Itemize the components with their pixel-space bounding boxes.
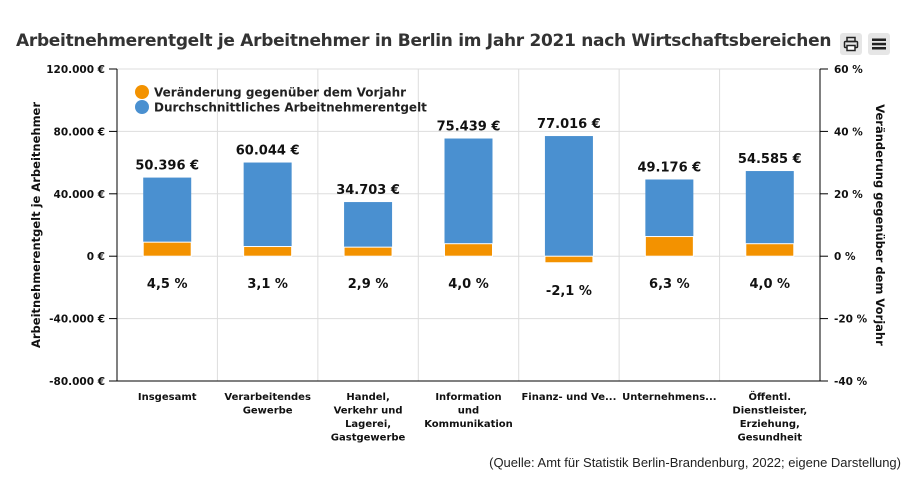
y-tick-label: 40.000 € [54,189,105,201]
x-category-label: und [458,406,479,417]
x-category-label: Lagerei, [345,419,391,430]
y-tick-label: 120.000 € [46,64,105,76]
y2-tick-label: -20 % [834,314,868,326]
x-category-label: Unternehmens... [622,392,716,403]
bar-veraenderung [243,246,293,257]
bar-veraenderung [444,243,493,257]
y2-tick-label: 60 % [834,64,863,76]
x-category-label: Gastgewerbe [331,433,406,444]
y2-tick-label: 40 % [834,126,863,138]
x-category-label: Verarbeitendes [224,392,311,403]
y2-tick-label: -40 % [834,376,868,388]
print-button[interactable] [840,33,862,55]
x-category-label: Kommunikation [424,419,513,430]
y2-tick-label: 0 % [834,251,856,263]
data-label-entgelt: 75.439 € [437,120,501,135]
legend-label: Veränderung gegenüber dem Vorjahr [154,86,406,100]
bar-veraenderung [644,236,694,257]
x-category-label: Öffentl. [749,389,792,403]
data-label-veraenderung: 2,9 % [348,277,389,292]
y-tick-label: -40.000 € [49,314,105,326]
y2-axis-title: Veränderung gegenüber dem Vorjahr [873,104,887,346]
y-tick-label: 0 € [87,251,105,263]
data-label-veraenderung: 4,0 % [749,277,790,292]
bar-entgelt [444,138,493,257]
data-label-veraenderung: 4,0 % [448,277,489,292]
chart-title: Arbeitnehmerentgelt je Arbeitnehmer in B… [16,31,832,51]
data-label-entgelt: 60.044 € [236,144,300,159]
y2-tick-label: 20 % [834,189,863,201]
bar-veraenderung [544,255,594,264]
data-label-entgelt: 77.016 € [537,117,601,132]
legend-marker [135,100,149,114]
bar-veraenderung [343,246,393,257]
bar-veraenderung [142,241,192,257]
data-label-entgelt: 50.396 € [135,159,199,174]
bar-veraenderung [745,243,795,257]
x-category-label: Handel, [346,392,389,403]
data-label-entgelt: 34.703 € [336,183,400,198]
data-label-veraenderung: 6,3 % [649,277,690,292]
y-axis-title: Arbeitnehmerentgelt je Arbeitnehmer [29,102,43,348]
legend-marker [135,85,149,99]
x-category-label: Insgesamt [138,392,197,403]
x-category-label: Dienstleister, [732,406,807,417]
data-label-entgelt: 49.176 € [637,160,701,175]
bar-entgelt [243,162,292,257]
data-label-veraenderung: 3,1 % [247,277,288,292]
x-category-label: Gesundheit [738,433,803,444]
data-label-veraenderung: -2,1 % [546,284,592,299]
hamburger-menu-icon [872,38,886,50]
x-category-label: Erziehung, [740,419,800,430]
legend-label: Durchschnittliches Arbeitnehmerentgelt [154,101,427,115]
x-category-label: Gewerbe [243,406,293,417]
x-category-label: Information [435,392,501,403]
bar-entgelt [745,171,794,257]
y-tick-label: -80.000 € [49,376,105,388]
x-category-label: Finanz- und Ve... [521,392,616,403]
x-category-label: Verkehr und [334,406,403,417]
bar-entgelt [544,136,593,257]
data-label-veraenderung: 4,5 % [147,277,188,292]
printer-icon [843,36,859,52]
source-note: (Quelle: Amt für Statistik Berlin-Brande… [489,455,901,470]
y-tick-label: 80.000 € [54,126,105,138]
menu-button[interactable] [868,33,890,55]
data-label-entgelt: 54.585 € [738,152,802,167]
